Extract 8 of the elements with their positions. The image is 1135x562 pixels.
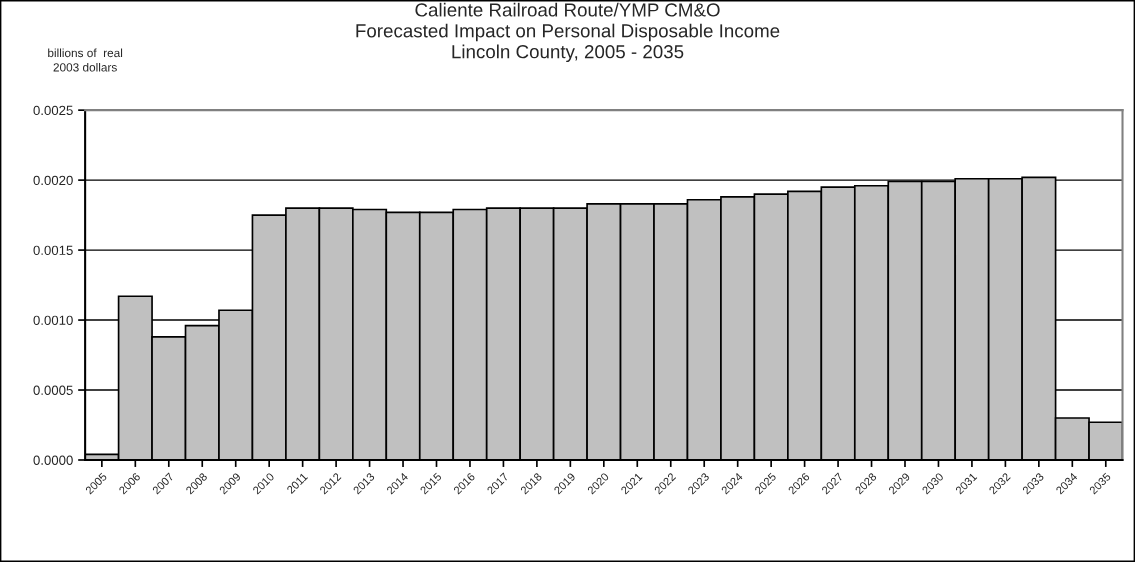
y-tick-label: 0.0015 [33,245,73,255]
y-tick-label: 0.0020 [33,175,73,186]
y-tick-label: 0.0025 [33,105,73,116]
y-tick-label: 0.0000 [33,455,73,465]
y-axis-title: billions of real 2003 dollars [48,48,123,72]
y-tick-label: 0.0010 [33,315,73,325]
y-tick-label: 0.0005 [33,385,73,395]
chart-title: Caliente Railroad Route/YMP CM&O Forecasted Impact on Personal Disposable Income Lincoln County, 2005 - 2035 [356,2,780,63]
